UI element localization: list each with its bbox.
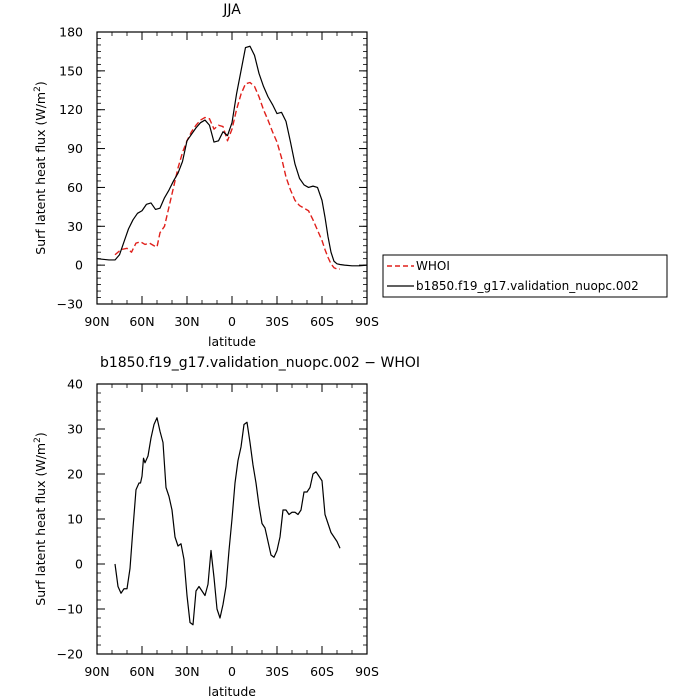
- legend: WHOI b1850.f19_g17.validation_nuopc.002: [382, 254, 668, 298]
- x-tick-label: 90S: [355, 314, 379, 329]
- y-tick-label: 150: [59, 63, 83, 78]
- series-line-difference: [114, 417, 341, 626]
- x-tick-label: 30N: [174, 314, 199, 329]
- legend-label-whoi: WHOI: [416, 259, 450, 273]
- y-tick-label: 0: [75, 258, 83, 273]
- x-tick-label: 90N: [84, 314, 109, 329]
- x-tick-label: 90N: [84, 664, 109, 679]
- x-tick-label: 30N: [174, 664, 199, 679]
- top-chart-jja: JJA 90N 60N 30N 0 30S 60S 90S −30 0 30 60 90 120 150 18…: [33, 2, 379, 349]
- x-tick-label: 60N: [129, 664, 154, 679]
- y-axis-label: Surf latent heat flux (W/m2): [33, 81, 48, 254]
- y-tick-label: 30: [67, 219, 83, 234]
- x-tick-label: 30S: [265, 314, 289, 329]
- y-tick-label: 10: [67, 512, 83, 527]
- y-tick-label: 40: [67, 377, 83, 392]
- chart-title: JJA: [222, 2, 241, 18]
- bottom-chart-difference: b1850.f19_g17.validation_nuopc.002 − WHO…: [33, 355, 420, 699]
- x-tick-label: 60N: [129, 314, 154, 329]
- x-tick-label: 0: [228, 664, 236, 679]
- y-tick-label: −30: [57, 297, 83, 312]
- y-tick-label: 0: [75, 557, 83, 572]
- x-axis-label: latitude: [208, 684, 256, 699]
- series-line-whoi: [114, 81, 340, 270]
- y-tick-label: 120: [59, 102, 83, 117]
- legend-label-model: b1850.f19_g17.validation_nuopc.002: [416, 279, 639, 293]
- legend-box: [382, 254, 668, 298]
- x-tick-label: 90S: [355, 664, 379, 679]
- y-tick-label: 90: [67, 141, 83, 156]
- x-tick-label: 30S: [265, 664, 289, 679]
- series-line-b1850-f19-g17-validation-nuopc-002: [96, 45, 368, 267]
- y-axis-label: Surf latent heat flux (W/m2): [33, 432, 48, 605]
- chart-title: b1850.f19_g17.validation_nuopc.002 − WHO…: [100, 355, 420, 371]
- y-tick-label: −20: [57, 647, 83, 662]
- x-tick-label: 60S: [310, 314, 334, 329]
- x-tick-label: 0: [228, 314, 236, 329]
- y-tick-label: 30: [67, 422, 83, 437]
- plot-frame: [96, 31, 368, 305]
- x-axis-label: latitude: [208, 334, 256, 349]
- y-tick-label: 20: [67, 467, 83, 482]
- y-tick-label: 180: [59, 25, 83, 40]
- x-tick-label: 60S: [310, 664, 334, 679]
- y-tick-label: −10: [57, 602, 83, 617]
- y-tick-label: 60: [67, 180, 83, 195]
